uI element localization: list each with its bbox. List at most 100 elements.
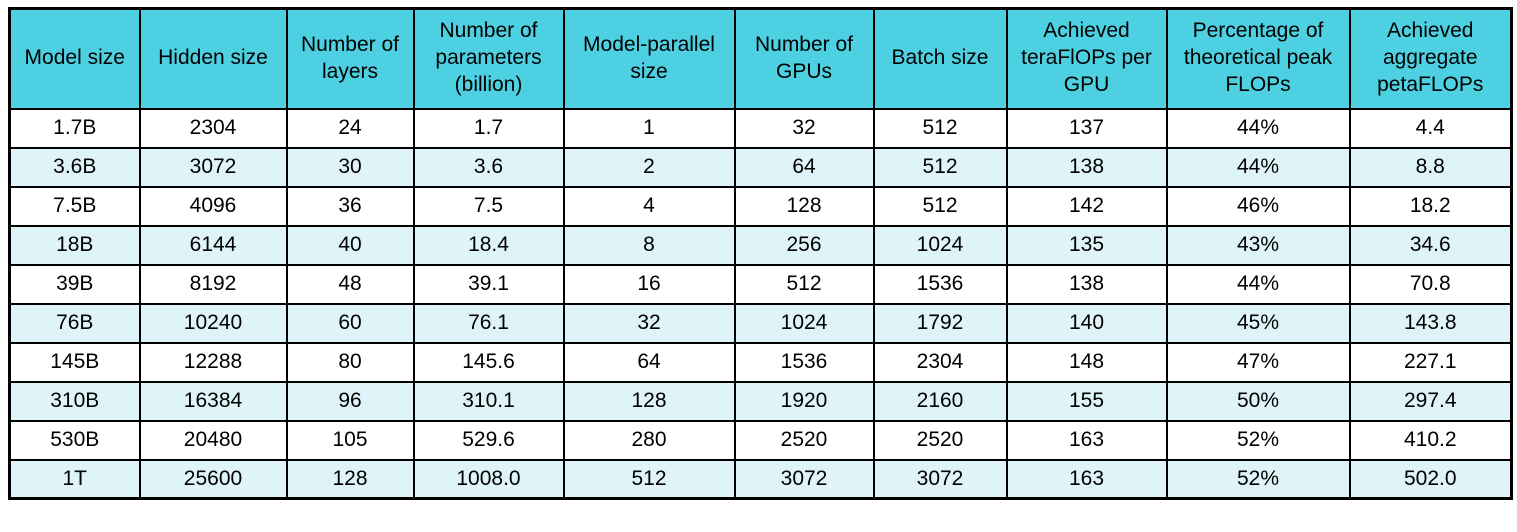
table-cell: 135 xyxy=(1005,224,1168,266)
table-cell: 128 xyxy=(562,380,736,422)
table-cell: 3072 xyxy=(138,146,288,188)
table-row: 7.5B 4096 36 7.5 4 128 512 142 46% 18.2 xyxy=(8,185,1513,227)
table-cell: 1.7B xyxy=(8,107,141,149)
table-row: 1.7B 2304 24 1.7 1 32 512 137 44% 4.4 xyxy=(8,107,1513,149)
table-cell: 45% xyxy=(1165,302,1351,344)
table-cell: 24 xyxy=(285,107,415,149)
column-header: Number of layers xyxy=(285,7,415,110)
table-cell: 256 xyxy=(733,224,875,266)
table-cell: 12288 xyxy=(138,341,288,383)
table-header: Model size Hidden size Number of layers Num… xyxy=(8,7,1513,110)
table-cell: 1008.0 xyxy=(412,458,565,500)
table-cell: 1536 xyxy=(872,263,1008,305)
table-cell: 2304 xyxy=(872,341,1008,383)
column-header: Achieved teraFlOPs per GPU xyxy=(1005,7,1168,110)
model-scaling-table: Model size Hidden size Number of layers Num… xyxy=(8,7,1513,500)
table-row: 18B 6144 40 18.4 8 256 1024 135 43% 34.6 xyxy=(8,224,1513,266)
table-cell: 512 xyxy=(872,185,1008,227)
column-header: Model-parallel size xyxy=(562,7,736,110)
table-cell: 512 xyxy=(733,263,875,305)
table-cell: 16384 xyxy=(138,380,288,422)
table-cell: 8.8 xyxy=(1348,146,1513,188)
table-cell: 128 xyxy=(285,458,415,500)
table-cell: 163 xyxy=(1005,419,1168,461)
table-cell: 32 xyxy=(733,107,875,149)
table-row: 310B 16384 96 310.1 128 1920 2160 155 50% 297.4 xyxy=(8,380,1513,422)
table-cell: 155 xyxy=(1005,380,1168,422)
table-row: 39B 8192 48 39.1 16 512 1536 138 44% 70.8 xyxy=(8,263,1513,305)
table-cell: 310B xyxy=(8,380,141,422)
column-header: Batch size xyxy=(872,7,1008,110)
table-cell: 4096 xyxy=(138,185,288,227)
table-cell: 10240 xyxy=(138,302,288,344)
table-cell: 76B xyxy=(8,302,141,344)
table-cell: 64 xyxy=(733,146,875,188)
table-cell: 36 xyxy=(285,185,415,227)
table-cell: 4 xyxy=(562,185,736,227)
table-cell: 310.1 xyxy=(412,380,565,422)
table-cell: 34.6 xyxy=(1348,224,1513,266)
table-cell: 3.6 xyxy=(412,146,565,188)
table-cell: 7.5 xyxy=(412,185,565,227)
table-cell: 1 xyxy=(562,107,736,149)
table-cell: 64 xyxy=(562,341,736,383)
table-cell: 1920 xyxy=(733,380,875,422)
table-cell: 2304 xyxy=(138,107,288,149)
table-cell: 46% xyxy=(1165,185,1351,227)
table-row: 1T 25600 128 1008.0 512 3072 3072 163 52% 502.0 xyxy=(8,458,1513,500)
table-cell: 2160 xyxy=(872,380,1008,422)
table-cell: 40 xyxy=(285,224,415,266)
table-cell: 140 xyxy=(1005,302,1168,344)
table-cell: 3072 xyxy=(872,458,1008,500)
table-cell: 43% xyxy=(1165,224,1351,266)
table-cell: 16 xyxy=(562,263,736,305)
table-cell: 529.6 xyxy=(412,419,565,461)
table-cell: 18B xyxy=(8,224,141,266)
table-cell: 143.8 xyxy=(1348,302,1513,344)
column-header: Number of GPUs xyxy=(733,7,875,110)
table-cell: 1.7 xyxy=(412,107,565,149)
table-cell: 96 xyxy=(285,380,415,422)
table-cell: 512 xyxy=(562,458,736,500)
table-cell: 39B xyxy=(8,263,141,305)
table-header-row: Model size Hidden size Number of layers Num… xyxy=(8,7,1513,110)
table-cell: 1536 xyxy=(733,341,875,383)
table-cell: 2520 xyxy=(872,419,1008,461)
table-cell: 1024 xyxy=(872,224,1008,266)
column-header: Number of parameters (billion) xyxy=(412,7,565,110)
table-cell: 142 xyxy=(1005,185,1168,227)
table-cell: 1024 xyxy=(733,302,875,344)
table-cell: 145B xyxy=(8,341,141,383)
table-row: 3.6B 3072 30 3.6 2 64 512 138 44% 8.8 xyxy=(8,146,1513,188)
table-cell: 32 xyxy=(562,302,736,344)
table-cell: 30 xyxy=(285,146,415,188)
table-cell: 2 xyxy=(562,146,736,188)
table-row: 530B 20480 105 529.6 280 2520 2520 163 52% 410.2 xyxy=(8,419,1513,461)
table-row: 76B 10240 60 76.1 32 1024 1792 140 45% 143.8 xyxy=(8,302,1513,344)
table-cell: 297.4 xyxy=(1348,380,1513,422)
table-cell: 163 xyxy=(1005,458,1168,500)
table-cell: 512 xyxy=(872,107,1008,149)
table-cell: 70.8 xyxy=(1348,263,1513,305)
table-cell: 44% xyxy=(1165,146,1351,188)
table-cell: 39.1 xyxy=(412,263,565,305)
column-header: Achieved aggregate petaFLOPs xyxy=(1348,7,1513,110)
table-cell: 2520 xyxy=(733,419,875,461)
table-cell: 8 xyxy=(562,224,736,266)
table-cell: 530B xyxy=(8,419,141,461)
table-cell: 1T xyxy=(8,458,141,500)
table-cell: 3072 xyxy=(733,458,875,500)
table-cell: 502.0 xyxy=(1348,458,1513,500)
table-row: 145B 12288 80 145.6 64 1536 2304 148 47% 227.1 xyxy=(8,341,1513,383)
table-cell: 138 xyxy=(1005,146,1168,188)
table-cell: 4.4 xyxy=(1348,107,1513,149)
table-cell: 148 xyxy=(1005,341,1168,383)
table-cell: 280 xyxy=(562,419,736,461)
column-header: Model size xyxy=(8,7,141,110)
column-header: Percentage of theoretical peak FLOPs xyxy=(1165,7,1351,110)
table-cell: 138 xyxy=(1005,263,1168,305)
table-cell: 44% xyxy=(1165,263,1351,305)
table-cell: 18.4 xyxy=(412,224,565,266)
table-cell: 80 xyxy=(285,341,415,383)
table-cell: 47% xyxy=(1165,341,1351,383)
